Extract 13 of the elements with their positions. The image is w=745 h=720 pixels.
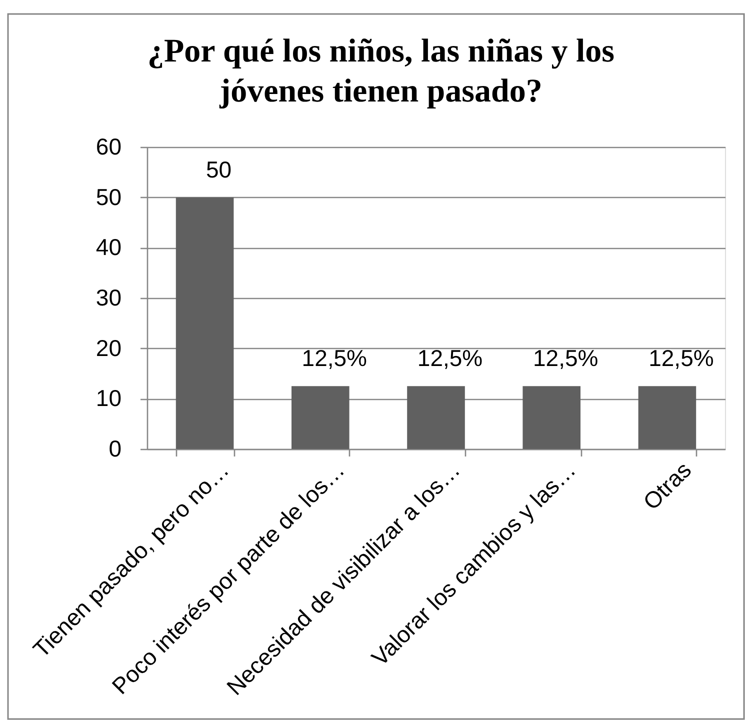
y-tick-label: 50 <box>96 184 122 210</box>
y-tick-label: 60 <box>96 134 122 160</box>
y-tick-label: 40 <box>96 234 122 260</box>
data-label: 12,5% <box>532 345 598 372</box>
y-tick-label: 30 <box>96 284 122 310</box>
data-label: 50 <box>206 156 232 182</box>
data-label: 12,5% <box>648 345 714 372</box>
y-tick-label: 0 <box>108 436 122 462</box>
data-label: 12,5% <box>417 345 483 372</box>
y-tick-label: 10 <box>96 385 122 412</box>
y-tick-label: 20 <box>96 334 122 361</box>
data-label: 12,5% <box>302 345 368 372</box>
chart-title: ¿Por qué los niños, las niñas y los jóvenes tienen pasado? <box>147 33 615 110</box>
